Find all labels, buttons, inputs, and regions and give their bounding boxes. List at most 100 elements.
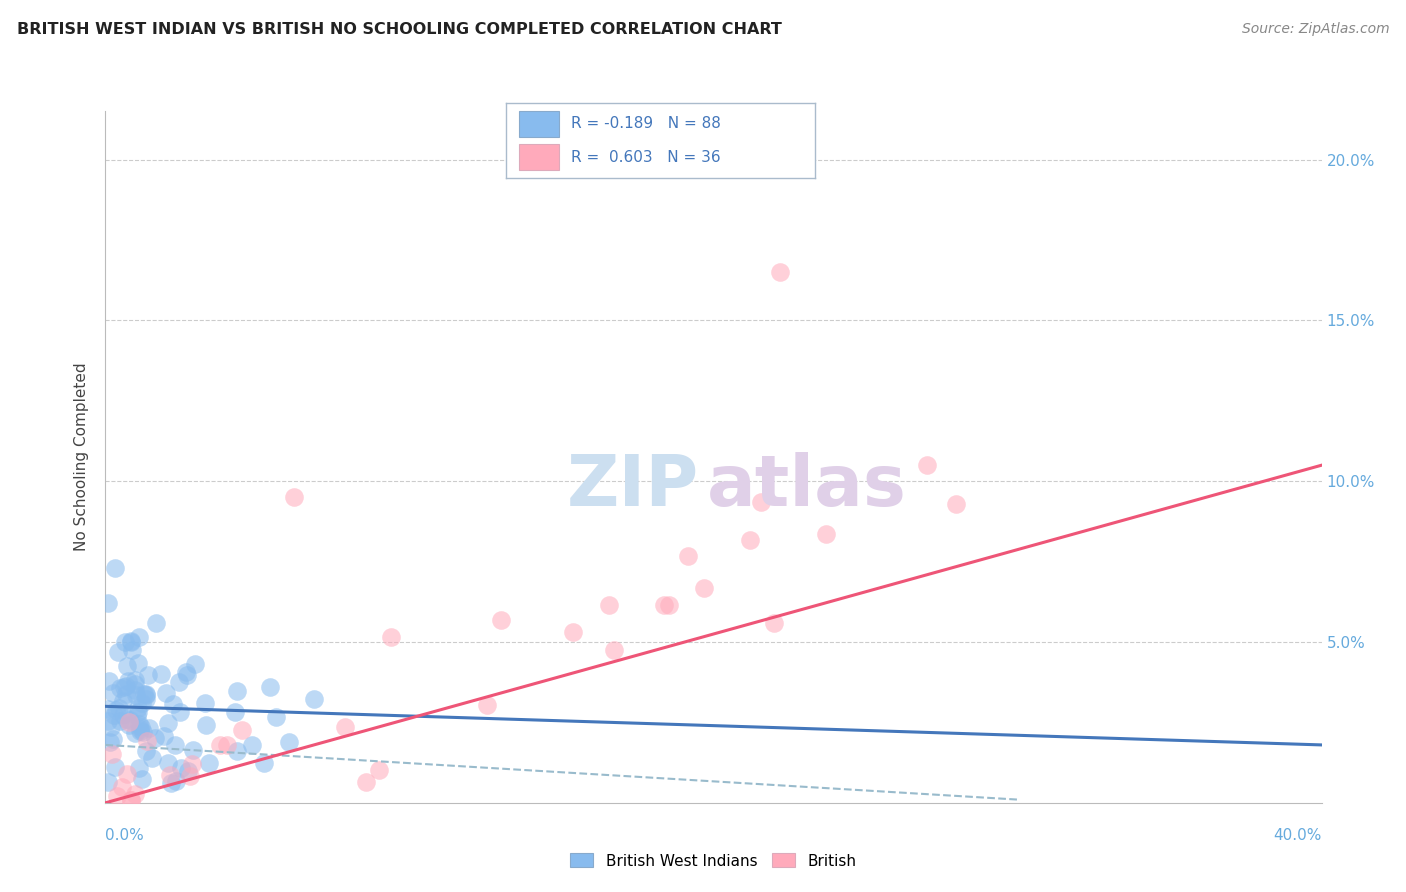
Point [125,709,148,723]
Text: ZIP: ZIP [567,451,699,521]
Point [107,701,129,715]
Point [153,729,176,743]
Point [367,763,389,777]
Point [128,631,150,645]
Point [117,674,139,689]
Point [97,714,120,728]
Point [118,718,141,732]
Point [120,635,142,649]
Point [110,780,132,794]
Point [98,673,121,688]
Point [120,792,142,806]
Point [124,673,146,687]
Point [740,533,762,547]
Point [115,679,138,693]
Point [475,698,498,713]
Point [120,792,142,806]
Point [283,491,305,505]
Point [112,694,135,708]
Point [125,688,148,702]
Point [179,769,201,783]
Point [103,561,125,575]
Point [141,751,163,765]
Point [159,775,181,789]
Point [120,634,142,648]
Point [149,666,172,681]
Point [138,721,160,735]
Point [156,716,179,731]
Point [264,710,287,724]
Point [945,497,967,511]
Point [127,705,149,719]
Point [304,691,326,706]
Point [163,738,186,752]
Point [136,668,159,682]
Point [135,687,157,701]
Point [143,731,166,745]
Point [197,756,219,770]
Point [224,706,246,720]
Point [129,722,152,736]
Text: Source: ZipAtlas.com: Source: ZipAtlas.com [1241,22,1389,37]
Bar [519,145,558,170]
Text: R = -0.189   N = 88: R = -0.189 N = 88 [571,116,721,131]
Point [105,703,128,717]
Point [103,685,125,699]
Point [562,624,585,639]
Point [693,581,716,595]
Point [111,708,134,723]
Point [217,738,239,752]
Point [121,642,143,657]
Point [195,718,218,732]
Point [231,723,253,737]
Point [165,773,187,788]
Point [183,657,205,671]
Point [226,684,249,698]
Point [100,720,122,734]
Point [131,697,153,711]
Point [129,720,152,734]
Point [380,630,402,644]
Point [103,707,125,722]
Point [652,599,675,613]
Point [132,725,155,739]
Point [208,738,231,752]
Point [136,734,159,748]
Point [915,458,938,472]
Point [814,526,837,541]
Text: BRITISH WEST INDIAN VS BRITISH NO SCHOOLING COMPLETED CORRELATION CHART: BRITISH WEST INDIAN VS BRITISH NO SCHOOL… [17,22,782,37]
Point [101,747,124,761]
Point [769,265,792,279]
Point [169,675,191,690]
Point [162,697,184,711]
Point [105,789,128,804]
Point [128,762,150,776]
Point [124,677,146,691]
Point [155,686,177,700]
Point [157,756,180,771]
Y-axis label: No Schooling Completed: No Schooling Completed [75,363,90,551]
Point [177,764,200,778]
Point [174,665,197,680]
Point [98,735,121,749]
Point [145,616,167,631]
Point [240,738,263,752]
Point [658,599,681,613]
Point [97,597,120,611]
Point [124,787,146,801]
Point [114,635,136,649]
Point [762,615,785,630]
Point [135,691,157,706]
Point [127,656,149,670]
Point [132,686,155,700]
Point [124,725,146,739]
Point [277,735,299,749]
Point [108,714,131,728]
Text: 40.0%: 40.0% [1274,828,1322,843]
Point [128,717,150,731]
Point [169,705,191,719]
Point [259,680,281,694]
Point [598,598,620,612]
Point [181,757,204,772]
Point [117,715,139,730]
